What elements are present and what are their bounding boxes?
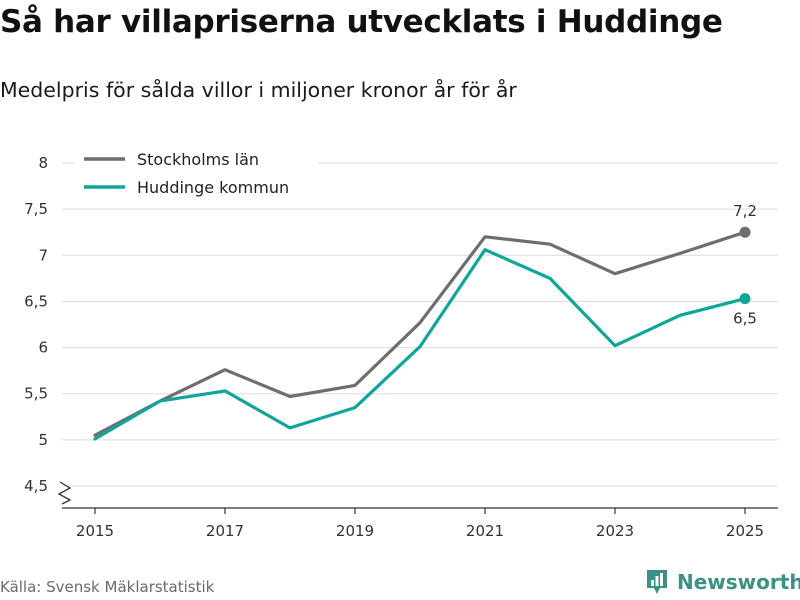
brand-logo: Newsworthy — [645, 568, 800, 596]
y-axis-ticks: 4,5 5 5,5 6 6,5 7 7,5 8 — [24, 154, 48, 495]
y-tick-label: 4,5 — [24, 477, 48, 495]
y-tick-label: 6,5 — [24, 292, 48, 310]
axis-break-icon — [57, 481, 72, 505]
end-point-marker — [739, 293, 751, 305]
series-line-stockholms-lan — [93, 230, 747, 437]
end-value-label: 6,5 — [733, 310, 757, 328]
chart-title: Så har villapriserna utvecklats i Huddin… — [0, 4, 723, 40]
x-tick-label: 2025 — [726, 522, 764, 540]
series-lines — [93, 226, 751, 441]
legend-label: Huddinge kommun — [137, 178, 289, 197]
newsworthy-chart-icon — [647, 570, 667, 594]
chart-subtitle: Medelpris för sålda villor i miljoner kr… — [0, 78, 517, 102]
source-note: Källa: Svensk Mäklarstatistik — [0, 578, 215, 596]
x-tick-label: 2021 — [466, 522, 504, 540]
end-value-label: 7,2 — [733, 202, 757, 220]
x-axis: 2015 2017 2019 2021 2023 2025 — [57, 481, 778, 540]
x-tick-label: 2015 — [76, 522, 114, 540]
legend-label: Stockholms län — [137, 150, 259, 169]
brand-name: Newsworthy — [677, 570, 800, 594]
x-tick-label: 2017 — [206, 522, 244, 540]
x-tick-label: 2023 — [596, 522, 634, 540]
y-tick-label: 6 — [38, 339, 48, 357]
y-tick-label: 5 — [38, 431, 48, 449]
end-point-marker — [739, 226, 751, 238]
y-tick-label: 7,5 — [24, 200, 48, 218]
y-tick-label: 8 — [38, 154, 48, 172]
legend: Stockholms län Huddinge kommun — [75, 145, 318, 205]
y-tick-label: 7 — [38, 246, 48, 264]
series-line-huddinge-kommun — [93, 248, 747, 441]
data-labels: 7,2 6,5 — [733, 202, 757, 327]
x-tick-label: 2019 — [336, 522, 374, 540]
legend-background — [75, 145, 318, 205]
y-tick-label: 5,5 — [24, 385, 48, 403]
